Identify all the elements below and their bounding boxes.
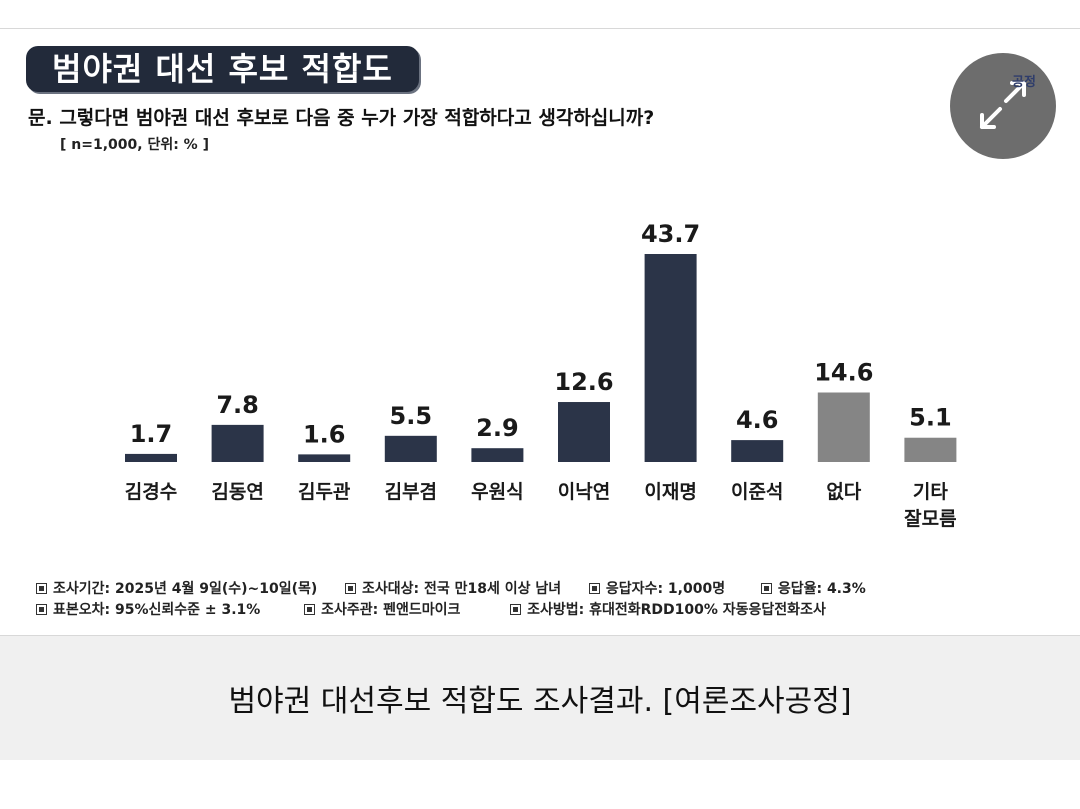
category-label-2: 김두관 (298, 481, 351, 503)
category-label-1: 김동연 (211, 481, 263, 503)
survey-question: 문. 그렇다면 범야권 대선 후보로 다음 중 누가 가장 적합하다고 생각하십… (28, 107, 655, 129)
bar-2 (298, 454, 351, 462)
footnote-item: 조사주관: 펜앤드마이크 (304, 600, 460, 621)
bar-0 (125, 453, 177, 462)
image-caption: 범야권 대선후보 적합도 조사결과. [여론조사공정] (228, 684, 852, 719)
data-label-0: 1.7 (130, 420, 173, 448)
category-label-4: 우원식 (471, 481, 523, 503)
bar-1 (211, 424, 264, 462)
category-label-9: 잘모름 (904, 508, 956, 530)
data-label-6: 43.7 (641, 220, 700, 248)
figure-title: 범야권 대선 후보 적합도 (26, 46, 419, 92)
bar-5 (558, 402, 610, 462)
data-label-3: 5.5 (390, 402, 433, 430)
category-label-6: 이재명 (644, 481, 696, 503)
bar-4 (471, 448, 524, 462)
data-label-4: 2.9 (476, 414, 519, 442)
footnote-item: 응답율: 4.3% (760, 579, 866, 600)
expand-button[interactable] (950, 53, 1056, 159)
bar-7 (731, 440, 784, 462)
footnote-row-2: 표본오차: 95%신뢰수준 ± 3.1% 조사주관: 펜앤드마이크 조사방법: … (36, 600, 866, 621)
data-label-2: 1.6 (303, 420, 346, 448)
data-label-5: 12.6 (554, 368, 613, 396)
data-label-8: 14.6 (814, 359, 873, 387)
category-label-9: 기타 (913, 481, 948, 503)
bar-chart: 1.7 김경수 7.8 김동연 1.6 김두관 5.5 김부겸 2.9 우원식 12.6 이낙연 43.… (125, 220, 957, 530)
category-label-0: 김경수 (125, 481, 177, 503)
caption-band: 범야권 대선후보 적합도 조사결과. [여론조사공정] (0, 636, 1080, 760)
category-label-5: 이낙연 (558, 481, 610, 503)
survey-figure: 범야권 대선 후보 적합도 문. 그렇다면 범야권 대선 후보로 다음 중 누가… (0, 28, 1080, 636)
bar-9 (904, 437, 957, 462)
footnote-item: 표본오차: 95%신뢰수준 ± 3.1% (36, 600, 260, 621)
survey-footnotes: 조사기간: 2025년 4월 9일(수)~10일(목) 조사대상: 전국 만18… (36, 579, 866, 621)
category-label-3: 김부겸 (385, 481, 437, 503)
footnote-item: 조사대상: 전국 만18세 이상 남녀 (345, 579, 561, 600)
pollster-logo-text: 공정 (1012, 75, 1036, 90)
bar-3 (384, 435, 437, 462)
footnote-item: 응답자수: 1,000명 (588, 579, 725, 600)
bar-6 (644, 254, 697, 462)
footnote-item: 조사방법: 휴대전화RDD100% 자동응답전화조사 (510, 600, 826, 621)
footnote-item: 조사기간: 2025년 4월 9일(수)~10일(목) (36, 579, 317, 600)
footnote-row-1: 조사기간: 2025년 4월 9일(수)~10일(목) 조사대상: 전국 만18… (36, 579, 866, 600)
sample-meta: [ n=1,000, 단위: % ] (60, 137, 209, 153)
expand-arrows-icon (980, 81, 1026, 129)
data-label-1: 7.8 (216, 391, 259, 419)
bar-8 (817, 392, 870, 462)
data-label-9: 5.1 (909, 404, 952, 432)
category-label-8: 없다 (826, 481, 861, 503)
data-label-7: 4.6 (736, 406, 779, 434)
category-label-7: 이준석 (731, 481, 783, 503)
